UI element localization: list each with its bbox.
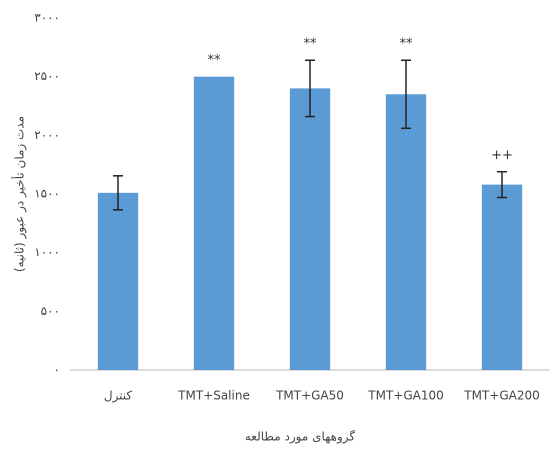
annotation: ++ — [491, 148, 513, 163]
bar — [193, 76, 235, 371]
y-tick-label: ۵۰۰ — [41, 304, 60, 318]
x-tick-label: TMT+Saline — [177, 389, 250, 403]
x-tick-label: TMT+GA50 — [275, 389, 344, 403]
error-bar — [497, 170, 507, 199]
bar — [289, 88, 331, 371]
bar — [385, 94, 427, 371]
error-bar — [113, 175, 123, 211]
error-bar — [401, 59, 411, 130]
x-tick-label: TMT+GA100 — [367, 389, 443, 403]
y-tick-label: ۱۵۰۰ — [34, 187, 60, 201]
y-tick-label: ۲۰۰۰ — [34, 128, 60, 142]
y-tick-label: ۳۰۰۰ — [34, 11, 60, 25]
error-bar — [305, 59, 315, 118]
annotation: ** — [304, 37, 318, 52]
x-axis-label: گروههای مورد مطالعه — [245, 430, 356, 445]
y-tick-label: ۰ — [54, 363, 60, 377]
x-tick-label: TMT+GA200 — [463, 389, 539, 403]
y-axis-label: مدت زمان تأخیر در عبور (ثانیه) — [11, 116, 28, 272]
annotation: ** — [208, 53, 222, 68]
y-tick-label: ۲۵۰۰ — [34, 69, 60, 83]
bar — [97, 192, 139, 370]
annotation: ** — [400, 37, 414, 52]
bar — [481, 184, 523, 370]
y-tick-label: ۱۰۰۰ — [34, 245, 60, 259]
x-tick-label: کنترل — [104, 389, 133, 404]
